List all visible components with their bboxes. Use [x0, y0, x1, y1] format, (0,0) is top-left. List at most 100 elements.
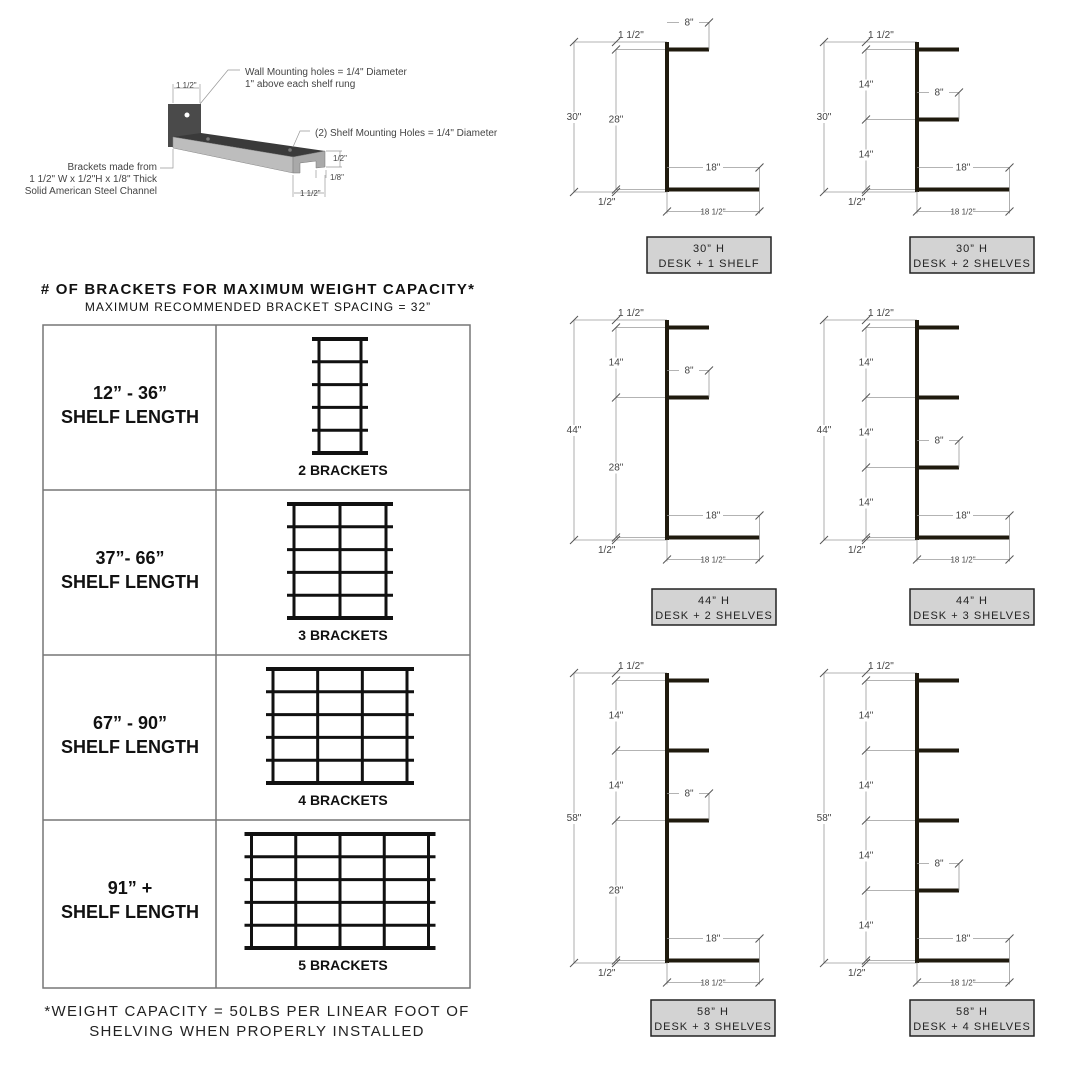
dimension-tick — [954, 88, 964, 97]
label-background — [953, 510, 973, 522]
label-background — [703, 206, 723, 218]
label-background — [929, 858, 949, 870]
dimension-tick — [819, 958, 829, 968]
dimension-tick — [819, 535, 829, 545]
segment-height-label: 14" — [859, 851, 874, 862]
configuration-label-box — [646, 236, 772, 274]
segment-height-label: 14" — [609, 711, 624, 722]
dimension-tick — [954, 859, 964, 868]
dimension-tick — [912, 207, 922, 216]
label-background — [814, 425, 834, 436]
dimension-tick — [611, 45, 621, 54]
total-height-label: 30" — [567, 112, 582, 123]
dimension-tick — [861, 533, 871, 542]
shelf-length-range: 67” - 90” — [93, 713, 167, 733]
label-background — [564, 813, 584, 824]
desk-total-depth-label: 18 1/2" — [700, 208, 725, 217]
shelf-length-label: SHELF LENGTH — [61, 737, 199, 757]
dim-channel-thickness: 1/8" — [330, 173, 344, 182]
footnote-line-1: *WEIGHT CAPACITY = 50LBS PER LINEAR FOOT… — [44, 1003, 469, 1020]
configuration-diagram: 58" 14" 14" 28" 1 1/2" 1/2" 8" 18" 18 1/2" 58” H D… — [564, 661, 776, 1037]
shelf-depth-label: 8" — [684, 18, 694, 29]
label-background — [856, 79, 876, 91]
dimension-tick — [611, 746, 621, 755]
bottom-gap-label: 1/2" — [598, 197, 616, 208]
dimension-tick — [611, 668, 621, 678]
configuration-subtitle: DESK + 4 SHELVES — [913, 1021, 1031, 1033]
shelf-holes-note: (2) Shelf Mounting Holes = 1/4" Diameter — [315, 128, 498, 139]
label-background — [564, 112, 584, 123]
configuration-title: 58” H — [956, 1006, 988, 1018]
segment-height-label: 14" — [859, 428, 874, 439]
label-background — [703, 510, 723, 522]
shelf-mounting-hole — [288, 148, 292, 152]
label-background — [606, 357, 626, 369]
dimension-tick — [819, 315, 829, 325]
bracket-count-label: 4 BRACKETS — [298, 792, 387, 808]
configuration-diagram: 58" 14" 14" 14" 14" 1 1/2" 1/2" 8" 18" 18 1/2" 58”… — [814, 661, 1035, 1037]
configuration-subtitle: DESK + 3 SHELVES — [654, 1021, 772, 1033]
configuration-label-box — [909, 236, 1035, 274]
desk-depth-label: 18" — [956, 934, 971, 945]
dimension-tick — [861, 323, 871, 332]
wall-mounting-hole — [184, 112, 190, 118]
bottom-gap-label: 1/2" — [848, 197, 866, 208]
material-note-1: Brackets made from — [68, 162, 157, 173]
bracket-count-label: 3 BRACKETS — [298, 627, 387, 643]
configuration-diagram: 30" 14" 14" 1 1/2" 1/2" 8" 18" 18 1/2" 30” H DESK… — [814, 30, 1035, 274]
configuration-label-box — [909, 588, 1035, 626]
table-row: 91” + SHELF LENGTH 5 BRACKETS — [61, 832, 436, 973]
dimension-tick — [861, 187, 871, 197]
dimension-tick — [861, 185, 871, 194]
dimension-tick — [861, 676, 871, 685]
shelving-unit-icon — [287, 502, 393, 620]
dimension-tick — [611, 958, 621, 968]
segment-height-label: 14" — [859, 80, 874, 91]
configuration-diagram: 44" 14" 14" 14" 1 1/2" 1/2" 8" 18" 18 1/2" 44” H D… — [814, 308, 1035, 626]
dimension-tick — [611, 676, 621, 685]
desk-depth-label: 18" — [956, 163, 971, 174]
configuration-diagram: 30" 28" 1 1/2" 1/2" 8" 18" 18 1/2" 30” H DESK + … — [564, 17, 772, 274]
total-height-label: 58" — [567, 813, 582, 824]
table-title: # OF BRACKETS FOR MAXIMUM WEIGHT CAPACIT… — [41, 281, 475, 298]
segment-height-label: 28" — [609, 886, 624, 897]
label-background — [856, 920, 876, 932]
label-background — [953, 206, 973, 218]
dimension-tick — [611, 393, 621, 402]
dimension-tick — [1005, 207, 1014, 216]
total-height-label: 44" — [567, 425, 582, 436]
label-background — [929, 87, 949, 99]
desk-depth-label: 18" — [706, 934, 721, 945]
total-height-label: 30" — [817, 112, 832, 123]
configuration-label-box — [651, 588, 777, 626]
segment-height-label: 14" — [859, 711, 874, 722]
dimension-tick — [861, 816, 871, 825]
dimension-tick — [611, 185, 621, 194]
dimension-tick — [569, 535, 579, 545]
label-background — [679, 788, 699, 800]
dimension-tick — [1005, 163, 1014, 172]
top-gap-label: 1 1/2" — [618, 661, 644, 672]
dimension-tick — [912, 978, 922, 987]
total-height-label: 58" — [817, 813, 832, 824]
configuration-title: 44” H — [956, 595, 988, 607]
bracket-detail: 1 1/2" Wall Mounting holes = 1/4" Diamet… — [25, 67, 498, 198]
dimension-tick — [861, 463, 871, 472]
desk-total-depth-label: 18 1/2" — [950, 556, 975, 565]
shelf-depth-label: 8" — [684, 789, 694, 800]
dimension-tick — [569, 668, 579, 678]
dimension-tick — [819, 37, 829, 47]
table-row: 12” - 36” SHELF LENGTH 2 BRACKETS — [61, 337, 388, 478]
dimension-tick — [704, 18, 714, 27]
shelf-length-label: SHELF LENGTH — [61, 902, 199, 922]
top-gap-label: 1 1/2" — [618, 308, 644, 319]
label-background — [856, 850, 876, 862]
segment-height-label: 14" — [859, 498, 874, 509]
dimension-tick — [861, 315, 871, 325]
dimension-tick — [861, 393, 871, 402]
label-background — [856, 149, 876, 161]
table-subtitle: MAXIMUM RECOMMENDED BRACKET SPACING = 32… — [85, 300, 431, 314]
label-background — [953, 554, 973, 566]
table-border — [42, 324, 471, 989]
